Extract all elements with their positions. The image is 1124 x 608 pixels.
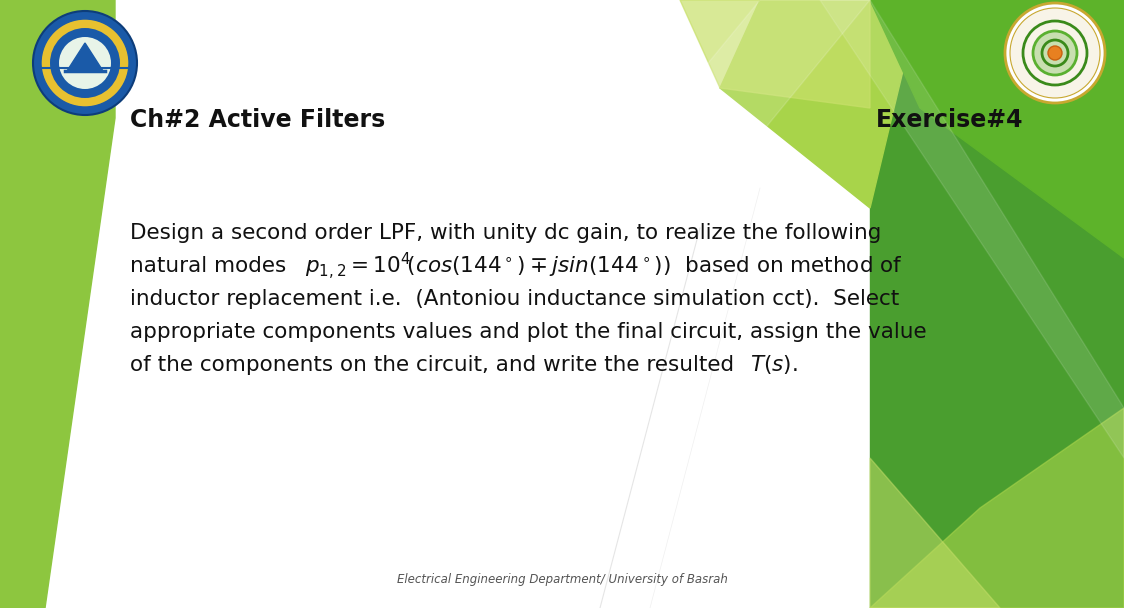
Polygon shape: [0, 0, 115, 608]
Polygon shape: [680, 0, 870, 108]
Polygon shape: [67, 43, 103, 71]
Bar: [870, 0, 1124, 608]
Text: $p_{1,2} = 10^4\!\left(\mathit{cos}(144^\circ) \mp \mathit{j}\mathit{sin}(144^\c: $p_{1,2} = 10^4\!\left(\mathit{cos}(144^…: [305, 250, 903, 282]
Text: Electrical Engineering Department/ University of Basrah: Electrical Engineering Department/ Unive…: [397, 573, 727, 587]
Text: Exercise#4: Exercise#4: [877, 108, 1024, 132]
Text: natural modes: natural modes: [130, 256, 300, 276]
Text: appropriate components values and plot the final circuit, assign the value: appropriate components values and plot t…: [130, 322, 926, 342]
Polygon shape: [720, 0, 921, 208]
Circle shape: [58, 37, 111, 89]
Text: of the components on the circuit, and write the resulted: of the components on the circuit, and wr…: [130, 355, 741, 375]
Circle shape: [1010, 8, 1100, 98]
Circle shape: [1033, 31, 1077, 75]
Polygon shape: [870, 408, 1124, 608]
Polygon shape: [870, 0, 1124, 258]
Text: Ch#2 Active Filters: Ch#2 Active Filters: [130, 108, 386, 132]
Circle shape: [40, 19, 129, 107]
Polygon shape: [870, 458, 1000, 608]
Polygon shape: [629, 0, 870, 208]
Circle shape: [1005, 3, 1105, 103]
Circle shape: [1048, 46, 1062, 60]
Text: $T(s)$.: $T(s)$.: [750, 353, 798, 376]
Circle shape: [49, 28, 120, 98]
Text: inductor replacement i.e.  (Antoniou inductance simulation cct).  Select: inductor replacement i.e. (Antoniou indu…: [130, 289, 899, 309]
Circle shape: [33, 11, 137, 115]
Polygon shape: [821, 0, 1124, 458]
Text: Design a second order LPF, with unity dc gain, to realize the following: Design a second order LPF, with unity dc…: [130, 223, 881, 243]
